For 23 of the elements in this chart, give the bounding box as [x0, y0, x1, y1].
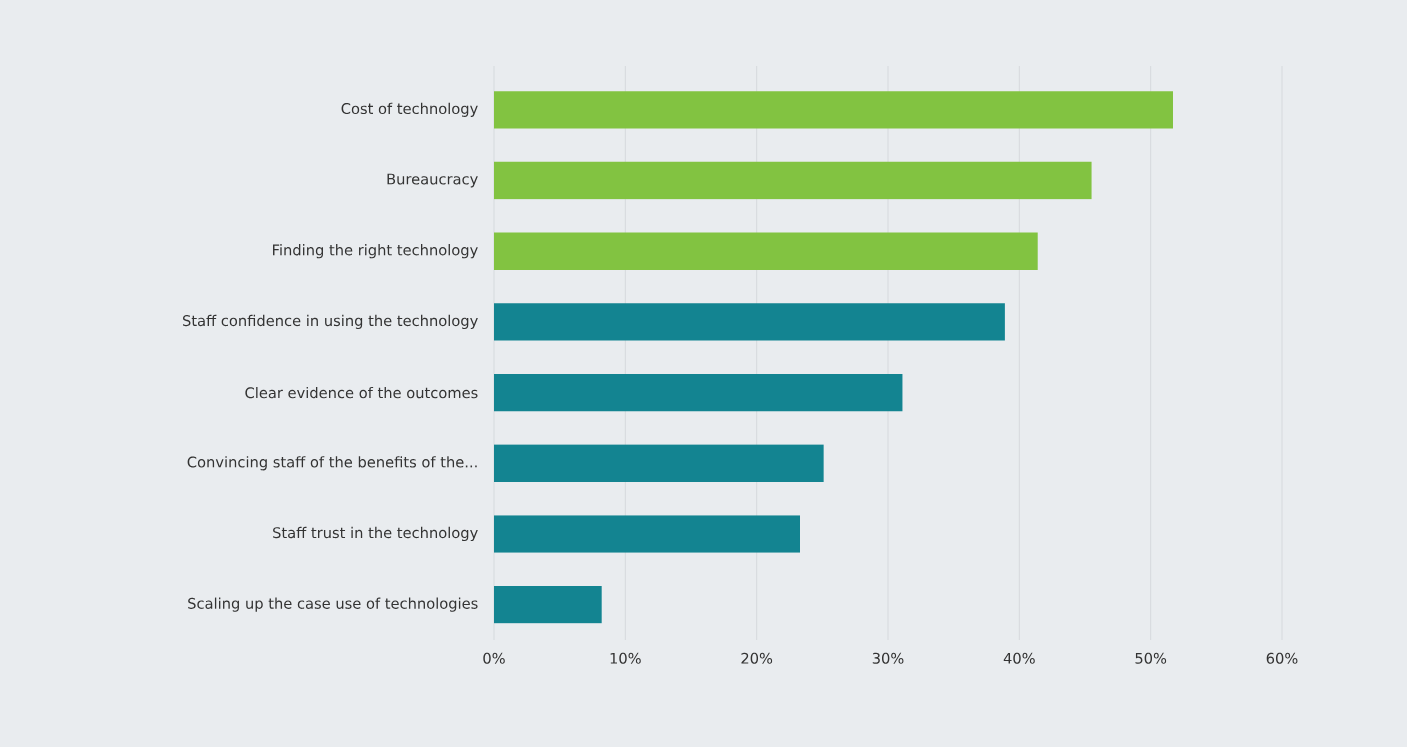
y-tick-label: Staff trust in the technology — [273, 526, 478, 542]
bar — [494, 161, 1092, 200]
x-tick-label: 50% — [1135, 652, 1167, 664]
y-tick-label: Finding the right technology — [273, 244, 478, 259]
bar — [494, 444, 824, 482]
x-tick-label: 30% — [872, 652, 904, 664]
x-tick-label: 40% — [1003, 652, 1035, 664]
x-tick-label: 60% — [1266, 652, 1298, 664]
y-tick-label: Clear evidence of the outcomes — [245, 386, 478, 399]
y-tick-label: Cost of technology — [341, 102, 478, 117]
y-tick-label: Scaling up the case use of technologies — [188, 597, 478, 612]
bar — [494, 303, 1005, 341]
x-tick-label: 10% — [610, 652, 641, 664]
x-tick-label: 20% — [741, 652, 773, 664]
bar — [494, 91, 1173, 129]
x-tick-label: 0% — [483, 652, 505, 664]
y-tick-label: Convincing staff of the benefits of the... — [187, 456, 477, 471]
y-tick-label: Bureaucracy — [387, 173, 478, 188]
bar — [494, 232, 1038, 270]
bar — [494, 373, 903, 412]
bar — [494, 585, 602, 624]
bar — [494, 515, 801, 553]
y-tick-label: Staff confidence in using the technology — [182, 314, 478, 329]
